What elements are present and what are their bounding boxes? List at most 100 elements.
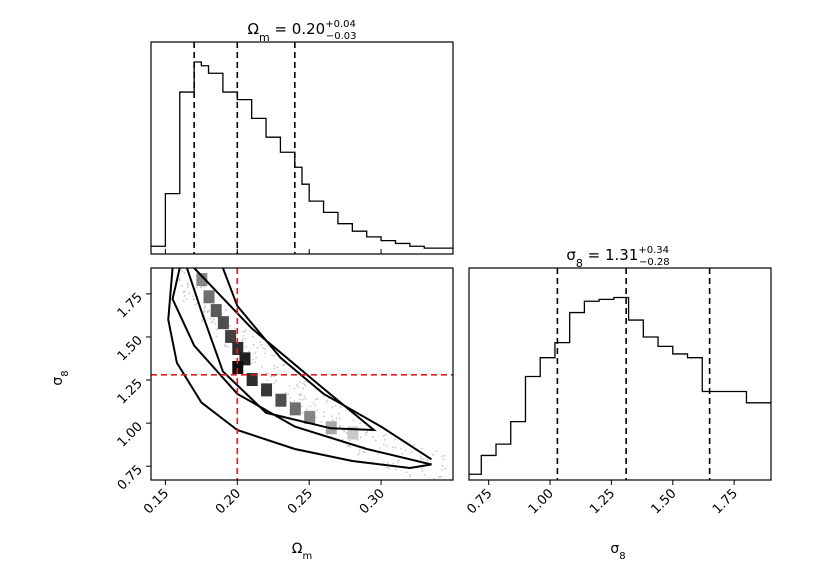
heatmap-cell-9 [261,383,273,397]
scatter-point-70 [302,387,305,390]
scatter-point-20 [274,379,277,382]
scatter-point-91 [444,467,447,470]
omega-m-histogram-frame [150,41,454,255]
scatter-point-219 [203,306,206,309]
scatter-point-212 [261,366,264,368]
x-axis-label-sigma8: σ8 [610,541,625,562]
heatmap-cell-8 [246,373,258,387]
scatter-point-106 [262,347,265,350]
scatter-point-131 [339,406,342,408]
scatter-point-210 [442,458,445,461]
scatter-point-140 [330,415,333,418]
scatter-point-135 [394,446,397,449]
y-axis-label-sigma8: σ8 [50,370,71,385]
scatter-point-257 [331,406,334,409]
scatter-point-41 [267,372,270,375]
scatter-point-198 [392,446,394,448]
scatter-point-168 [224,345,227,348]
scatter-point-67 [289,400,291,403]
sigma8-tick-label-2: 1.25 [587,486,618,517]
scatter-point-195 [304,384,307,387]
scatter-point-10 [227,345,229,348]
heatmap-cell-6 [239,352,251,366]
scatter-point-9 [331,419,334,421]
scatter-point-133 [266,379,269,382]
sigma8-histogram-line [469,296,771,475]
scatter-point-244 [316,398,319,400]
joint-y-tick-label-1: 1.00 [115,419,146,450]
scatter-point-141 [212,318,215,321]
scatter-point-66 [349,445,352,448]
scatter-point-230 [357,453,360,456]
scatter-point-27 [301,411,304,414]
scatter-point-72 [374,439,377,442]
scatter-point-89 [352,419,355,422]
scatter-point-215 [283,370,286,373]
scatter-point-33 [302,398,304,401]
inner-contour [186,267,377,432]
scatter-point-142 [404,449,407,452]
scatter-point-51 [423,474,426,477]
scatter-point-188 [264,352,267,355]
scatter-point-144 [345,432,348,434]
scatter-point-197 [293,400,296,402]
scatter-point-8 [362,451,365,453]
scatter-point-253 [265,372,267,375]
scatter-point-150 [421,470,424,473]
scatter-point-181 [314,404,317,407]
scatter-point-153 [273,354,276,357]
scatter-point-82 [359,436,362,439]
scatter-point-29 [364,433,367,436]
scatter-point-95 [419,455,422,458]
scatter-point-2 [299,394,302,397]
scatter-point-176 [341,438,344,441]
sigma8-histogram-panel: σ8 = 1.31+0.34 −0.28 0.75 1.00 1.25 1.50 1.75 [464,245,772,517]
joint-y-tick-label-0: 0.75 [115,462,146,493]
scatter-point-71 [271,354,273,357]
scatter-point-223 [348,439,351,442]
heatmap-cell-1 [203,290,215,304]
scatter-point-25 [386,444,389,447]
scatter-point-115 [195,286,198,289]
omega-m-histogram-panel: Ωm = 0.20+0.04 −0.03 [150,19,454,255]
joint-y-tick-label-4: 1.75 [115,290,146,321]
scatter-point-11 [435,450,438,453]
scatter-point-54 [359,422,362,424]
scatter-point-229 [382,435,385,437]
scatter-point-241 [420,457,422,460]
scatter-point-236 [248,350,250,353]
heatmap-cell-2 [210,304,222,318]
scatter-point-237 [204,305,206,308]
scatter-point-190 [422,458,425,461]
scatter-point-189 [304,397,307,400]
scatter-point-99 [363,451,366,454]
scatter-point-103 [188,292,191,295]
scatter-point-0 [312,402,315,405]
scatter-point-34 [251,362,253,365]
scatter-point-16 [225,308,228,311]
scatter-point-217 [335,417,338,420]
scatter-point-139 [270,375,272,378]
scatter-point-160 [339,417,341,420]
scatter-point-251 [263,348,266,351]
scatter-point-102 [441,468,443,471]
scatter-point-170 [410,451,413,454]
heatmap-cell-4 [225,329,237,343]
sigma8-tick-label-0: 0.75 [464,486,495,517]
joint-x-tick-label-0: 0.15 [141,486,172,517]
scatter-point-169 [408,441,411,444]
heatmap-cell-7 [232,360,244,374]
heatmap-cell-10 [275,393,287,407]
scatter-point-183 [203,309,206,312]
joint-x-tick-label-1: 0.20 [213,486,244,517]
scatter-point-84 [304,380,306,383]
scatter-point-162 [178,277,181,280]
outer-contour [167,267,432,469]
scatter-point-178 [182,291,185,294]
joint-panel-frame [150,267,454,481]
omega-m-title: Ωm = 0.20+0.04 −0.03 [247,19,356,44]
scatter-point-85 [420,467,423,470]
scatter-point-94 [316,409,318,412]
scatter-point-228 [215,335,218,338]
scatter-point-44 [251,335,254,338]
